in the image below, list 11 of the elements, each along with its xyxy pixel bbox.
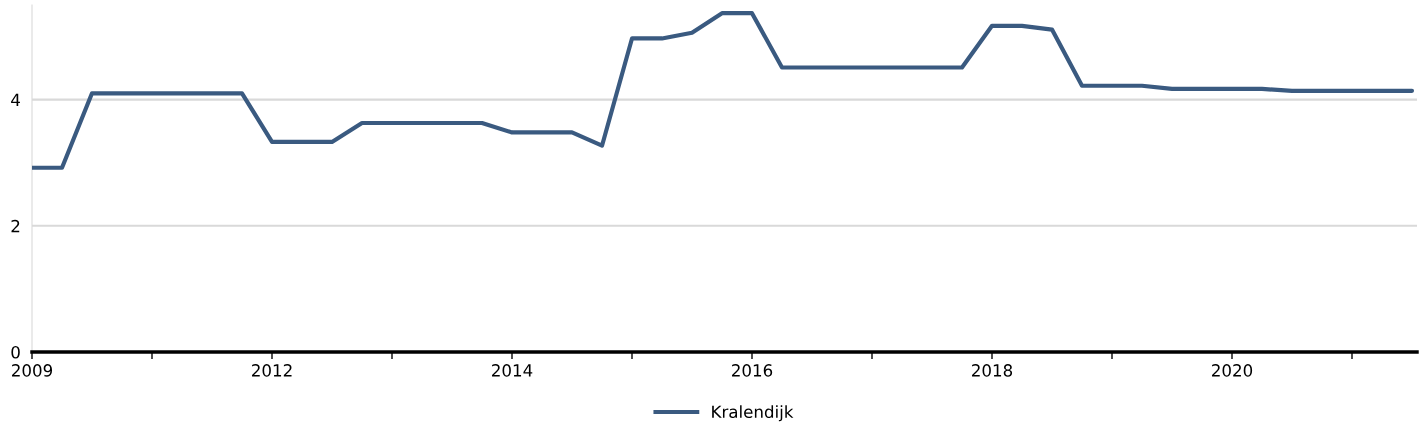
line-series [32, 11, 1415, 170]
legend-label: Kralendijk [712, 405, 794, 422]
y-tick-label: 0 [11, 345, 20, 359]
x-tick-label: 2018 [972, 364, 1013, 377]
x-tick-label: 2020 [1212, 364, 1253, 377]
y-tick-label: 2 [11, 219, 20, 233]
x-tick-label: 2016 [732, 364, 773, 377]
x-tick-label: 2009 [12, 364, 53, 377]
y-tick-label: 4 [11, 93, 20, 106]
x-tick-label: 2014 [492, 364, 533, 377]
x-tick-label: 2012 [252, 364, 292, 377]
